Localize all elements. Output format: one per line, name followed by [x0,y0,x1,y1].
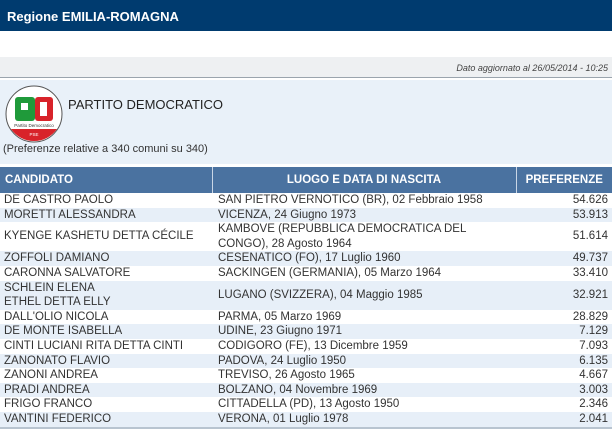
birth-place-date: TREVISO, 26 Agosto 1965 [218,369,355,382]
preference-count: 53.913 [516,207,612,223]
preference-count: 51.614 [572,230,608,243]
table-header-row: CANDIDATO LUOGO E DATA DI NASCITA PREFER… [0,167,612,193]
table-row: DE MONTE ISABELLA UDINE, 23 Giugno 1971 7.… [0,324,612,339]
candidate-name: DE CASTRO PAOLO [4,194,114,206]
candidate-name: DE MONTE ISABELLA [0,324,212,339]
birth-place-date: SACKINGEN (GERMANIA), 05 Marzo 1964 [218,266,442,279]
table-row: VANTINI FEDERICO VERONA, 01 Luglio 1978 2.… [0,411,612,429]
preference-count: 2.346 [579,398,608,411]
table-row: ZANONATO FLAVIO PADOVA, 24 Luglio 1950 6.1… [0,353,612,369]
birth-place-date: PADOVA, 24 Luglio 1950 [212,353,516,369]
preference-count: 6.135 [516,353,612,369]
preference-count: 49.737 [516,251,612,266]
preference-count: 3.003 [516,382,612,398]
table-row: PRADI ANDREA BOLZANO, 04 Novembre 1969 3.0… [0,382,612,398]
birth-place-date: KAMBOVE (REPUBBLICA DEMOCRATICA DEL CONG… [218,223,466,250]
party-panel: Partito Democratico PSE PARTITO DEMOCRAT… [0,80,612,164]
candidate-name: PRADI ANDREA [0,382,212,398]
party-logo: Partito Democratico PSE [5,85,63,143]
birth-place-date: PARMA, 05 Marzo 1969 [218,310,342,323]
table-row: MORETTI ALESSANDRA VICENZA, 24 Giugno 197… [0,207,612,223]
party-name: PARTITO DEMOCRATICO [68,97,224,112]
candidate-name: CARONNA SALVATORE [4,266,131,279]
candidate-name: ZANONI ANDREA [4,369,98,382]
header-luogo-data: LUOGO E DATA DI NASCITA [212,167,517,193]
candidate-name: ZANONATO FLAVIO [0,353,212,369]
birth-place-date: LUGANO (SVIZZERA), 04 Maggio 1985 [212,280,516,310]
preference-count: 33.410 [572,266,608,279]
candidate-name: CINTI LUCIANI RITA DETTA CINTI [4,339,184,352]
table-row: CINTI LUCIANI RITA DETTA CINTI CODIGORO (… [0,339,612,354]
preference-count: 7.093 [579,339,608,352]
birth-place-date: VERONA, 01 Luglio 1978 [212,411,516,429]
table-row: FRIGO FRANCO CITTADELLA (PD), 13 Agosto 1… [0,397,612,412]
table-row: SCHLEIN ELENA ETHEL DETTA ELLY LUGANO (SV… [0,280,612,310]
preferences-subtitle: (Preferenze relative a 340 comuni su 340… [3,143,208,155]
candidate-name: FRIGO FRANCO [4,398,93,411]
preference-count: 7.129 [516,324,612,339]
svg-text:Partito Democratico: Partito Democratico [14,123,54,128]
table-row: KYENGE KASHETU DETTA CÉCILE KAMBOVE (REPU… [0,222,612,251]
candidate-name: VANTINI FEDERICO [0,411,212,429]
candidates-table: CANDIDATO LUOGO E DATA DI NASCITA PREFER… [0,167,612,429]
birth-place-date: CODIGORO (FE), 13 Dicembre 1959 [218,339,408,352]
birth-place-date: UDINE, 23 Giugno 1971 [212,324,516,339]
candidate-name: MORETTI ALESSANDRA [0,207,212,223]
table-row: ZOFFOLI DAMIANO CESENATICO (FO), 17 Lugli… [0,251,612,266]
svg-text:PSE: PSE [29,132,38,137]
header-preferenze: PREFERENZE [516,167,612,193]
candidate-name: DALL'OLIO NICOLA [4,310,109,323]
preference-count: 4.667 [579,369,608,382]
table-row: DALL'OLIO NICOLA PARMA, 05 Marzo 1969 28.8… [0,310,612,325]
table-row: ZANONI ANDREA TREVISO, 26 Agosto 1965 4.66… [0,368,612,383]
birth-place-date: BOLZANO, 04 Novembre 1969 [212,382,516,398]
birth-place-date: VICENZA, 24 Giugno 1973 [212,207,516,223]
region-header: Regione EMILIA-ROMAGNA [0,0,612,31]
preference-count: 2.041 [516,411,612,429]
table-row: DE CASTRO PAOLO SAN PIETRO VERNOTICO (BR)… [0,193,612,208]
preference-count: 28.829 [572,310,608,323]
preference-count: 32.921 [516,280,612,310]
update-bar: Dato aggiornato al 26/05/2014 - 10:25 [0,57,612,78]
candidate-name: ZOFFOLI DAMIANO [0,251,212,266]
region-title: Regione EMILIA-ROMAGNA [7,9,179,24]
table-row: CARONNA SALVATORE SACKINGEN (GERMANIA), 0… [0,266,612,281]
preference-count: 54.626 [572,194,608,206]
candidate-name: KYENGE KASHETU DETTA CÉCILE [4,230,194,243]
birth-place-date: SAN PIETRO VERNOTICO (BR), 02 Febbraio 1… [218,194,483,206]
header-candidato: CANDIDATO [0,167,213,193]
birth-place-date: CITTADELLA (PD), 13 Agosto 1950 [218,398,400,411]
birth-place-date: CESENATICO (FO), 17 Luglio 1960 [212,251,516,266]
update-text: Dato aggiornato al 26/05/2014 - 10:25 [456,63,608,73]
candidate-name: SCHLEIN ELENA ETHEL DETTA ELLY [0,280,212,310]
